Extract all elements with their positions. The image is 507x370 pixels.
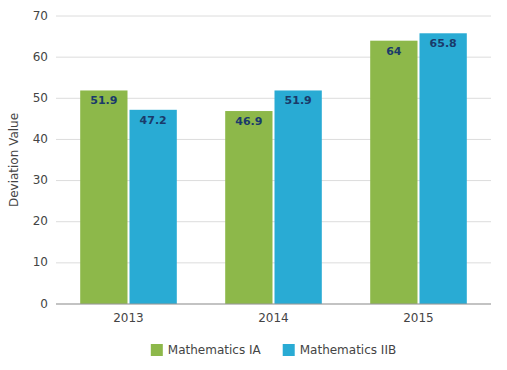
y-tick-label: 0 (40, 297, 48, 311)
bar (275, 90, 322, 304)
grid-line (56, 16, 491, 17)
chart-svg: 0 10 20 30 40 50 60 70 Deviation Value 51.9 46.9 64… (0, 0, 507, 370)
bars (80, 33, 467, 304)
grid (56, 16, 491, 304)
bar (130, 110, 177, 304)
data-label: 51.9 (285, 94, 312, 107)
legend: Mathematics IA Mathematics IIB (151, 343, 396, 357)
bar (80, 90, 127, 304)
legend-label: Mathematics IA (168, 343, 262, 357)
data-label: 51.9 (90, 94, 117, 107)
legend-label: Mathematics IIB (300, 343, 396, 357)
bar (225, 111, 272, 304)
y-tick-label: 30 (33, 173, 48, 187)
data-label: 46.9 (235, 115, 262, 128)
y-axis: 0 10 20 30 40 50 60 70 (33, 9, 48, 311)
legend-item: Mathematics IIB (283, 343, 396, 357)
chart-container: 0 10 20 30 40 50 60 70 Deviation Value 51.9 46.9 64… (0, 0, 507, 370)
y-tick-label: 10 (33, 255, 48, 269)
data-label: 65.8 (430, 37, 457, 50)
y-tick-label: 70 (33, 9, 48, 23)
data-labels: 51.9 46.9 64 47.2 51.9 65.8 (90, 37, 456, 128)
x-axis: 2013 2014 2015 (56, 304, 491, 325)
x-tick-label: 2015 (403, 311, 434, 325)
bar (420, 33, 467, 304)
y-tick-label: 60 (33, 50, 48, 64)
y-tick-label: 50 (33, 91, 48, 105)
legend-swatch (151, 344, 163, 356)
x-tick-label: 2014 (258, 311, 289, 325)
data-label: 47.2 (140, 114, 167, 127)
bar (370, 41, 417, 304)
data-label: 64 (386, 45, 402, 58)
legend-item: Mathematics IA (151, 343, 262, 357)
x-tick-label: 2013 (113, 311, 144, 325)
y-tick-label: 20 (33, 214, 48, 228)
y-tick-label: 40 (33, 132, 48, 146)
grid-line (56, 304, 491, 305)
legend-swatch (283, 344, 295, 356)
x-axis-line (56, 304, 491, 305)
y-axis-label: Deviation Value (7, 113, 21, 207)
